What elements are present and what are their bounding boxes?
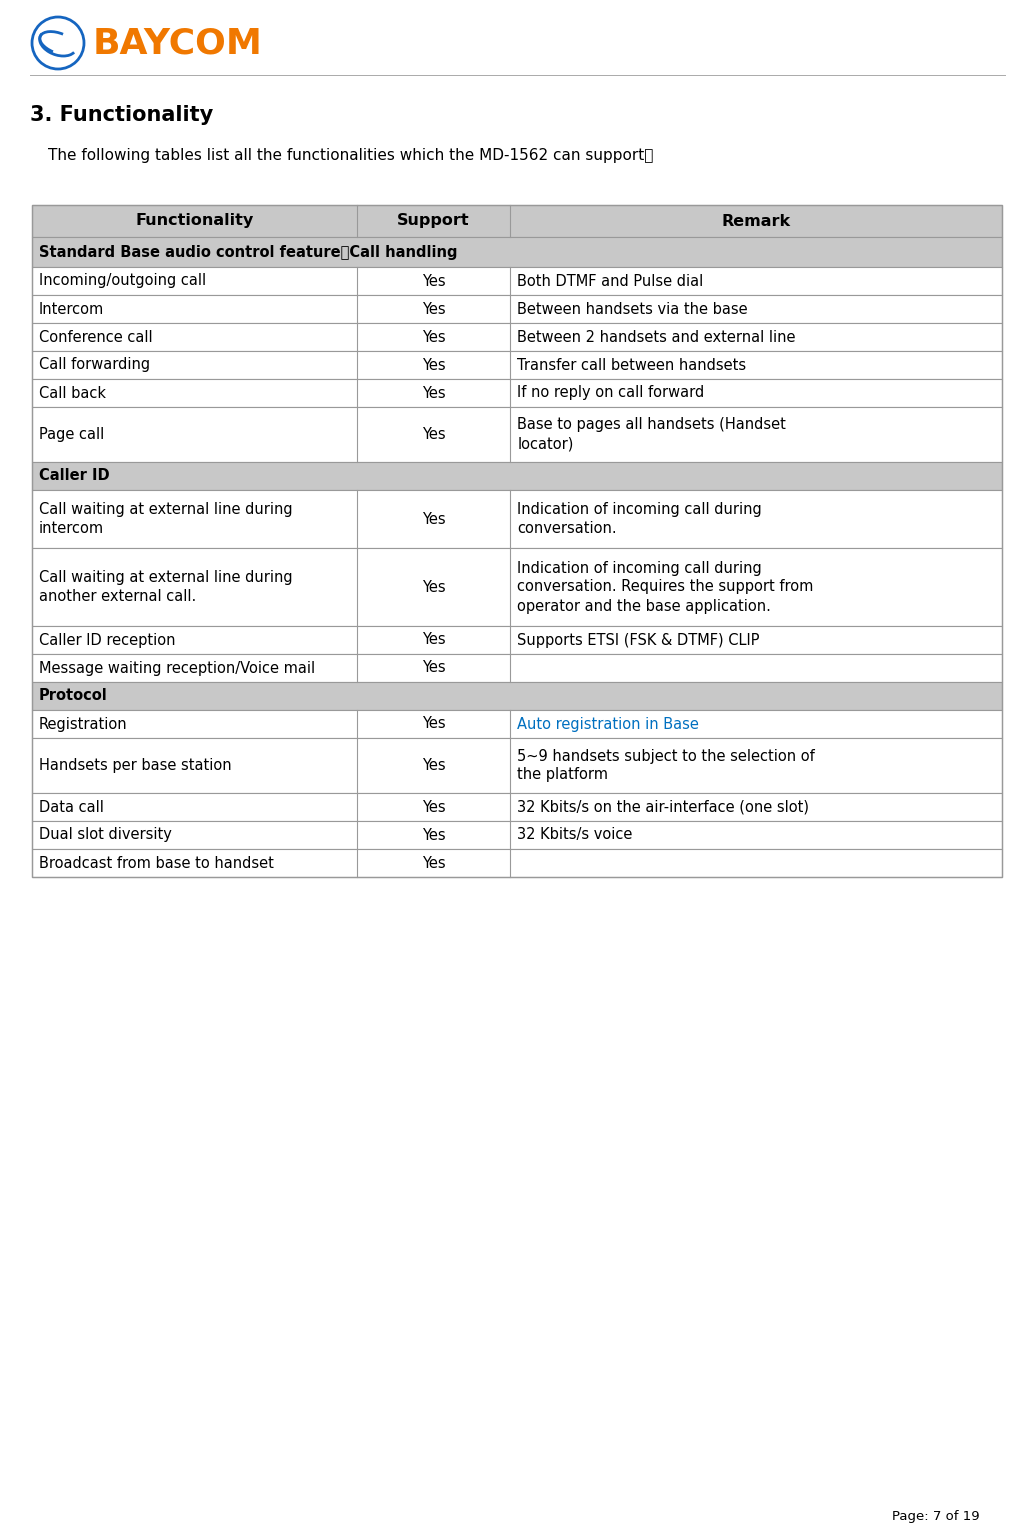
- Text: 32 Kbits/s voice: 32 Kbits/s voice: [517, 827, 633, 843]
- Text: Handsets per base station: Handsets per base station: [39, 758, 231, 774]
- Bar: [32, 351, 1002, 378]
- Text: Yes: Yes: [422, 827, 446, 843]
- Text: Message waiting reception/Voice mail: Message waiting reception/Voice mail: [39, 660, 315, 675]
- Text: Supports ETSI (FSK & DTMF) CLIP: Supports ETSI (FSK & DTMF) CLIP: [517, 632, 760, 647]
- Text: Data call: Data call: [39, 800, 104, 815]
- Text: Yes: Yes: [422, 329, 446, 345]
- Bar: [32, 205, 1002, 237]
- Text: Incoming/outgoing call: Incoming/outgoing call: [39, 274, 206, 289]
- Text: the platform: the platform: [517, 767, 608, 783]
- Text: Remark: Remark: [721, 214, 791, 229]
- Bar: [32, 378, 1002, 408]
- Text: Intercom: Intercom: [39, 301, 104, 317]
- Bar: [32, 626, 1002, 654]
- Text: Yes: Yes: [422, 660, 446, 675]
- Text: BAYCOM: BAYCOM: [93, 26, 263, 60]
- Text: Yes: Yes: [422, 274, 446, 289]
- Bar: [32, 491, 1002, 548]
- Text: Yes: Yes: [422, 717, 446, 732]
- Text: Between handsets via the base: Between handsets via the base: [517, 301, 748, 317]
- Text: Yes: Yes: [422, 855, 446, 871]
- Bar: [32, 849, 1002, 877]
- Text: Yes: Yes: [422, 301, 446, 317]
- Text: 32 Kbits/s on the air-interface (one slot): 32 Kbits/s on the air-interface (one slo…: [517, 800, 809, 815]
- Bar: [32, 654, 1002, 681]
- Bar: [32, 738, 1002, 794]
- Text: Yes: Yes: [422, 512, 446, 526]
- Bar: [32, 268, 1002, 295]
- Text: Call waiting at external line during: Call waiting at external line during: [39, 571, 293, 584]
- Bar: [32, 295, 1002, 323]
- Bar: [32, 794, 1002, 821]
- Text: Both DTMF and Pulse dial: Both DTMF and Pulse dial: [517, 274, 704, 289]
- Text: Yes: Yes: [422, 758, 446, 774]
- Text: Indication of incoming call during: Indication of incoming call during: [517, 501, 762, 517]
- Bar: [32, 323, 1002, 351]
- Text: Indication of incoming call during: Indication of incoming call during: [517, 560, 762, 575]
- Text: Call forwarding: Call forwarding: [39, 357, 150, 372]
- Text: Yes: Yes: [422, 357, 446, 372]
- Text: Page: 7 of 19: Page: 7 of 19: [893, 1510, 980, 1523]
- Text: Call waiting at external line during: Call waiting at external line during: [39, 501, 293, 517]
- Text: Protocol: Protocol: [39, 689, 107, 703]
- Text: Base to pages all handsets (Handset: Base to pages all handsets (Handset: [517, 417, 786, 432]
- Text: Yes: Yes: [422, 386, 446, 400]
- Text: Support: Support: [397, 214, 470, 229]
- Text: Broadcast from base to handset: Broadcast from base to handset: [39, 855, 273, 871]
- Text: Yes: Yes: [422, 800, 446, 815]
- Text: Yes: Yes: [422, 428, 446, 441]
- Text: intercom: intercom: [39, 521, 104, 537]
- Bar: [32, 821, 1002, 849]
- Text: Functionality: Functionality: [135, 214, 254, 229]
- Bar: [32, 408, 1002, 461]
- Text: locator): locator): [517, 437, 574, 452]
- Text: operator and the base application.: operator and the base application.: [517, 598, 771, 614]
- Bar: [32, 461, 1002, 491]
- Text: Call back: Call back: [39, 386, 106, 400]
- Text: The following tables list all the functionalities which the MD-1562 can support：: The following tables list all the functi…: [49, 148, 653, 163]
- Text: Between 2 handsets and external line: Between 2 handsets and external line: [517, 329, 796, 345]
- Text: 3. Functionality: 3. Functionality: [30, 105, 214, 125]
- Text: Caller ID reception: Caller ID reception: [39, 632, 175, 647]
- Bar: [32, 681, 1002, 711]
- Bar: [32, 711, 1002, 738]
- Text: Standard Base audio control feature：Call handling: Standard Base audio control feature：Call…: [39, 245, 457, 260]
- Bar: [32, 548, 1002, 626]
- Text: Registration: Registration: [39, 717, 128, 732]
- Text: Transfer call between handsets: Transfer call between handsets: [517, 357, 746, 372]
- Text: 5~9 handsets subject to the selection of: 5~9 handsets subject to the selection of: [517, 749, 815, 763]
- Bar: [32, 205, 1002, 877]
- Text: Caller ID: Caller ID: [39, 469, 109, 483]
- Text: another external call.: another external call.: [39, 589, 196, 604]
- Text: Auto registration in Base: Auto registration in Base: [517, 717, 699, 732]
- Text: Yes: Yes: [422, 632, 446, 647]
- Text: conversation.: conversation.: [517, 521, 617, 537]
- Text: Dual slot diversity: Dual slot diversity: [39, 827, 172, 843]
- Text: Conference call: Conference call: [39, 329, 153, 345]
- Text: Page call: Page call: [39, 428, 104, 441]
- Text: conversation. Requires the support from: conversation. Requires the support from: [517, 580, 813, 595]
- Text: If no reply on call forward: If no reply on call forward: [517, 386, 705, 400]
- Text: Yes: Yes: [422, 580, 446, 595]
- Bar: [32, 237, 1002, 268]
